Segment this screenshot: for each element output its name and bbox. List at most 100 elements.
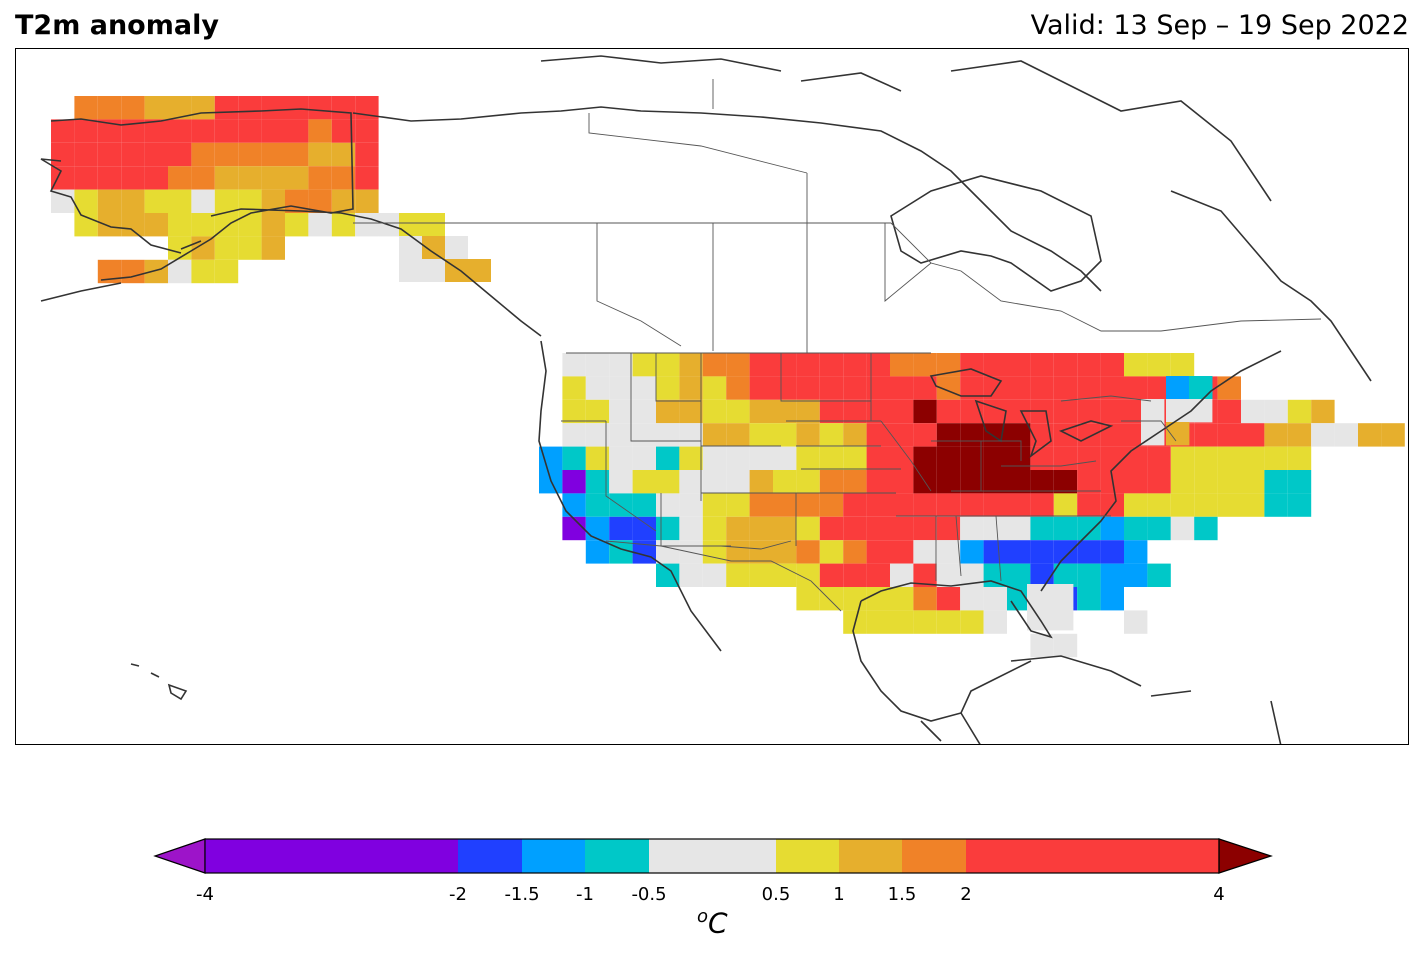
anomaly-cell [866,493,890,517]
anomaly-cell [585,353,610,377]
anomaly-cell [1007,353,1031,377]
anomaly-cell [983,470,1007,494]
anomaly-cell [1077,376,1101,400]
anomaly-cell [562,446,586,470]
anomaly-cell [913,353,937,377]
anomaly-cell [819,376,844,400]
anomaly-grid [51,96,1405,658]
anomaly-cell [168,189,192,213]
anomaly-cell [168,142,192,167]
anomaly-cell [749,563,773,587]
anomaly-cell [819,516,844,541]
anomaly-cell [238,142,262,167]
anomaly-cell [585,423,610,447]
anomaly-cell [1077,399,1101,424]
anomaly-cell [585,446,610,470]
anomaly-cell [1077,470,1101,494]
anomaly-cell [796,587,820,611]
anomaly-cell [1147,493,1171,517]
anomaly-cell [285,166,309,190]
anomaly-cell [1147,446,1171,470]
anomaly-cell [983,399,1007,424]
anomaly-cell [749,540,773,564]
anomaly-cell [983,563,1007,587]
anomaly-cell [702,423,727,447]
anomaly-cell [1124,610,1148,634]
anomaly-cell [656,423,680,447]
anomaly-cell [168,236,192,260]
anomaly-cell [796,516,820,541]
valid-date-label: Valid: 13 Sep – 19 Sep 2022 [1030,10,1409,41]
anomaly-cell [609,446,633,470]
anomaly-cell [796,353,820,377]
anomaly-cell [819,399,844,424]
anomaly-cell [702,399,727,424]
anomaly-cell [632,446,656,470]
anomaly-cell [121,189,145,213]
anomaly-cell [726,423,750,447]
anomaly-cell [1287,423,1312,447]
anomaly-cell [773,516,797,541]
anomaly-cell [1241,493,1265,517]
anomaly-cell [1166,422,1190,446]
anomaly-cell [168,119,192,143]
map-panel [15,48,1409,745]
anomaly-cell [726,470,750,494]
anomaly-cell [97,189,122,213]
anomaly-cell [773,446,797,470]
anomaly-cell [1287,399,1312,424]
anomaly-cell [796,376,820,400]
anomaly-cell [585,516,610,541]
anomaly-cell [121,96,145,120]
anomaly-cell [866,376,890,400]
anomaly-cell [702,540,727,564]
anomaly-cell [679,446,703,470]
anomaly-cell [168,259,192,284]
anomaly-cell [238,166,262,190]
anomaly-cell [1194,516,1218,541]
anomaly-cell [331,166,356,190]
anomaly-cell [74,189,98,213]
anomaly-cell [168,166,192,190]
anomaly-cell [214,189,239,213]
anomaly-cell [121,259,145,284]
anomaly-cell [1287,470,1312,494]
anomaly-cell [1077,563,1101,587]
anomaly-cell [866,587,890,611]
anomaly-cell [144,119,168,143]
anomaly-cell [214,259,239,284]
colorbar-segment [966,839,1219,873]
anomaly-cell [1030,493,1054,517]
anomaly-cell [960,516,984,541]
anomaly-cell [679,563,703,587]
anomaly-cell [144,259,168,284]
anomaly-cell [1147,563,1171,587]
anomaly-cell [609,493,633,517]
colorbar-segment [585,839,649,873]
anomaly-cell [866,540,890,564]
anomaly-cell [890,516,914,541]
anomaly-cell [890,470,914,494]
anomaly-cell [214,166,239,190]
anomaly-cell [773,399,797,424]
colorbar-extend-low [153,838,206,874]
anomaly-cell [1334,423,1358,447]
anomaly-cell [51,119,75,143]
anomaly-cell [121,142,145,167]
anomaly-cell [1077,353,1101,377]
anomaly-cell [936,423,961,447]
anomaly-cell [1077,587,1101,611]
anomaly-cell [609,470,633,494]
anomaly-cell [74,142,98,167]
anomaly-cell [983,446,1007,470]
anomaly-cell [726,376,750,400]
anomaly-cell [214,236,239,260]
anomaly-cell [1050,584,1074,608]
anomaly-cell [1124,353,1148,377]
anomaly-cell [609,376,633,400]
anomaly-cell [1189,376,1213,400]
anomaly-cell [355,119,379,143]
anomaly-cell [749,353,773,377]
anomaly-cell [51,166,75,190]
anomaly-cell [1100,376,1124,400]
